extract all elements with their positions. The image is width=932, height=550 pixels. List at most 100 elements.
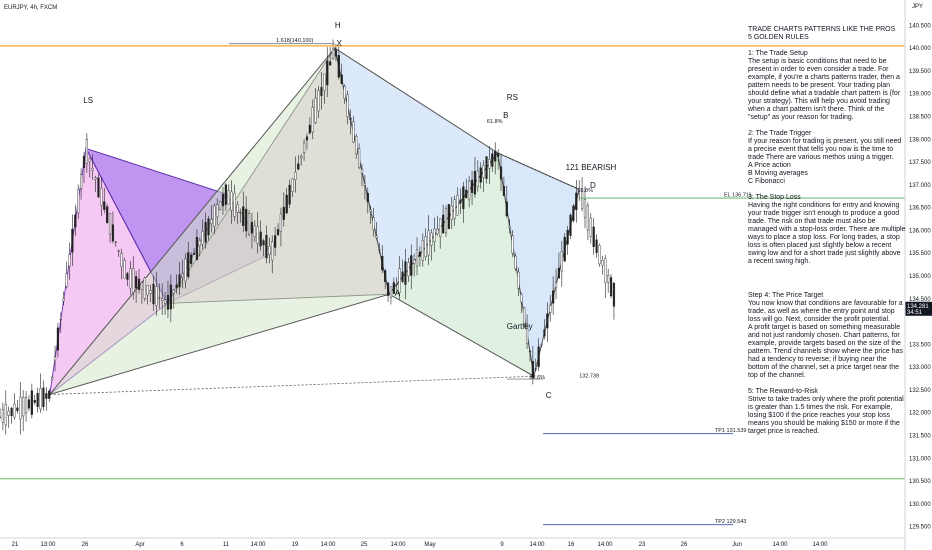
candle-body: [488, 159, 491, 169]
note-body: The setup is basic conditions that need …: [748, 58, 901, 121]
candle-body: [592, 226, 595, 247]
candle-body: [491, 153, 494, 167]
candle-body: [218, 201, 222, 210]
candle-body: [24, 397, 28, 414]
candle-body: [479, 167, 482, 183]
price-tag: [905, 301, 932, 316]
candle-body: [433, 228, 436, 242]
price-tick: 140.500: [909, 23, 931, 29]
candle-body: [358, 148, 361, 168]
candle-body: [294, 171, 297, 180]
candle-body: [149, 290, 152, 294]
candle-body: [384, 270, 387, 282]
point-label-b: B: [503, 111, 508, 120]
candle-body: [178, 274, 181, 288]
candle-body: [604, 258, 607, 284]
candle-body: [239, 212, 242, 214]
candle-body: [204, 222, 207, 243]
candle-body: [360, 168, 364, 174]
price-tick: 137.500: [909, 160, 931, 166]
candle-body: [135, 276, 138, 289]
candle-body: [430, 232, 433, 246]
candle-body: [30, 390, 33, 415]
candle-body: [450, 205, 453, 220]
candle-body: [192, 252, 196, 255]
price-tick: 135.500: [909, 251, 931, 257]
candle-body: [71, 228, 74, 253]
candle-body: [262, 240, 265, 246]
candle-body: [256, 226, 259, 244]
candle-body: [537, 346, 540, 368]
candle-body: [103, 201, 106, 210]
candle-body: [586, 205, 589, 231]
candle-body: [523, 307, 526, 325]
candle-body: [155, 286, 158, 306]
candle-body: [242, 206, 245, 226]
candle-body: [161, 298, 164, 302]
candle-body: [227, 190, 230, 205]
candle-body: [88, 158, 91, 162]
time-tick: 13:00: [40, 542, 56, 548]
candle-body: [276, 229, 280, 236]
candle-body: [79, 174, 83, 189]
candle-body: [198, 240, 201, 247]
candle-body: [378, 249, 381, 251]
time-tick: Apr: [135, 542, 144, 548]
point-label-rs: RS: [507, 93, 518, 102]
candle-body: [511, 235, 514, 254]
candle-body: [7, 410, 10, 416]
candle-body: [213, 205, 216, 227]
candle-body: [418, 251, 422, 257]
note-body: You now know that conditions are favoura…: [748, 300, 903, 379]
price-tick: 138.000: [909, 137, 931, 143]
candle-body: [372, 217, 375, 230]
candle-body: [62, 298, 65, 302]
candle-body: [552, 290, 555, 304]
candle-body: [195, 236, 199, 260]
candle-body: [543, 329, 546, 337]
candle-body: [250, 221, 254, 234]
candle-body: [94, 177, 97, 180]
time-tick: 26: [82, 542, 89, 548]
candle-body: [607, 275, 610, 283]
candle-body: [19, 396, 22, 420]
candle-body: [392, 282, 395, 294]
candle-body: [427, 230, 430, 256]
point-label-x: X: [337, 39, 343, 48]
candle-body: [201, 230, 204, 245]
candle-body: [308, 124, 311, 134]
candle-body: [245, 208, 248, 232]
candle-body: [572, 205, 575, 221]
candle-body: [563, 237, 566, 262]
candle-body: [210, 219, 213, 224]
candle-body: [395, 284, 398, 286]
candle-body: [51, 377, 54, 380]
candle-body: [346, 94, 349, 117]
bd-line: [497, 152, 580, 190]
candle-body: [340, 74, 343, 85]
candle-body: [56, 327, 60, 351]
candle-body: [140, 282, 144, 290]
candle-body: [534, 368, 537, 370]
time-tick: Jun: [732, 542, 742, 548]
candle-body: [456, 195, 459, 216]
candle-body: [36, 393, 39, 407]
time-tick: 25: [361, 542, 368, 548]
time-tick: 14:00: [772, 542, 788, 548]
candle-body: [22, 397, 25, 417]
candle-body: [415, 249, 419, 267]
candle-body: [77, 189, 80, 214]
point-label-h: H: [335, 21, 341, 30]
candles: [0, 39, 616, 435]
time-tick: May: [424, 542, 435, 548]
candle-body: [169, 284, 172, 310]
candle-body: [462, 186, 465, 209]
candle-body: [439, 218, 442, 238]
candle-body: [16, 407, 19, 411]
candle-body: [146, 285, 149, 296]
candle-body: [609, 277, 613, 297]
notes-panel: TRADE CHARTS PATTERNS LIKE THE PROS 5 GO…: [748, 26, 906, 444]
candle-body: [505, 201, 508, 217]
time-tick: 14:00: [390, 542, 406, 548]
